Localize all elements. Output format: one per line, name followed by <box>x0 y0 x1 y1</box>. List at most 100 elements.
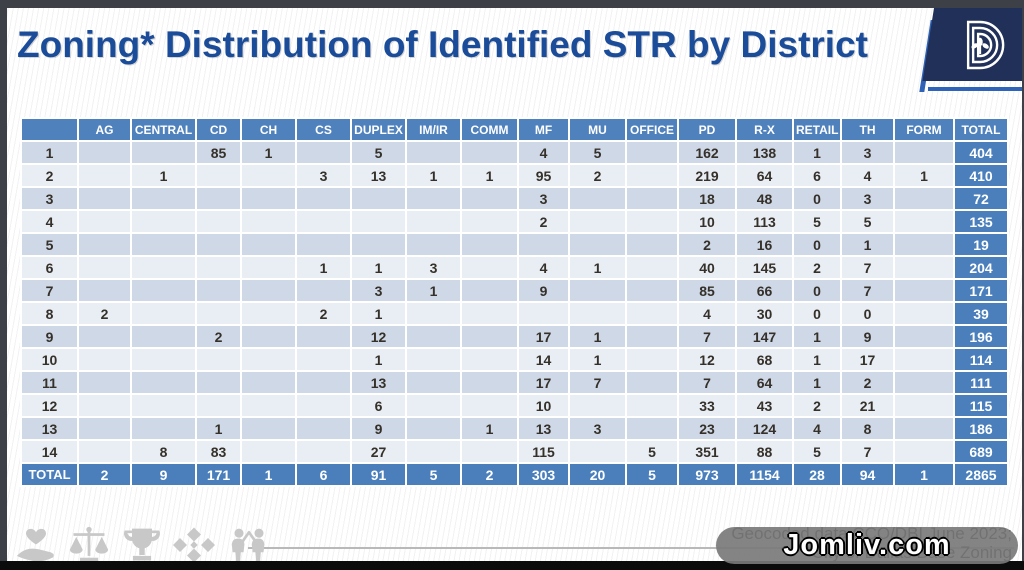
zoning-count-cell <box>195 209 242 234</box>
zoning-count-cell: 5 <box>792 439 842 464</box>
zoning-count-cell: 30 <box>735 301 794 326</box>
zoning-count-cell <box>195 347 242 372</box>
column-header-central: CENTRAL <box>130 117 197 142</box>
zoning-count-cell <box>240 393 297 418</box>
zoning-count-cell <box>568 393 627 418</box>
district-label: 8 <box>20 301 79 326</box>
zoning-count-cell: 9 <box>350 416 407 441</box>
zoning-count-cell <box>295 324 352 349</box>
zoning-count-cell: 17 <box>517 324 570 349</box>
column-total-cell: 2 <box>460 462 519 487</box>
zoning-count-cell: 4 <box>840 163 895 188</box>
zoning-count-cell: 0 <box>792 278 842 303</box>
zoning-count-cell <box>295 209 352 234</box>
zoning-count-cell: 7 <box>840 439 895 464</box>
column-total-cell: 9 <box>130 462 197 487</box>
column-header-mf: MF <box>517 117 570 142</box>
window-edge-bottom <box>0 561 1024 570</box>
column-header-comm: COMM <box>460 117 519 142</box>
zoning-count-cell: 2 <box>295 301 352 326</box>
zoning-count-cell <box>893 278 955 303</box>
zoning-count-cell <box>77 232 132 257</box>
zoning-count-cell <box>77 186 132 211</box>
zoning-count-cell <box>130 324 197 349</box>
column-header-cd: CD <box>195 117 242 142</box>
table-row-district-10: 10 1 14 1 12 68 1 17 114 <box>20 347 1009 372</box>
zoning-count-cell: 7 <box>568 370 627 395</box>
column-header-mu: MU <box>568 117 627 142</box>
zoning-count-cell <box>130 140 197 165</box>
district-label: 10 <box>20 347 79 372</box>
zoning-count-cell: 1 <box>568 324 627 349</box>
zoning-count-cell <box>460 140 519 165</box>
zoning-count-cell <box>625 232 679 257</box>
row-total-cell: 171 <box>953 278 1009 303</box>
zoning-count-cell <box>195 301 242 326</box>
column-total-cell: 973 <box>677 462 737 487</box>
zoning-count-cell: 113 <box>735 209 794 234</box>
zoning-count-cell: 48 <box>735 186 794 211</box>
zoning-count-cell <box>568 278 627 303</box>
zoning-count-cell: 3 <box>568 416 627 441</box>
zoning-count-cell: 1 <box>350 347 407 372</box>
district-label: 2 <box>20 163 79 188</box>
district-label: 5 <box>20 232 79 257</box>
trophy-icon <box>123 528 161 561</box>
zoning-count-cell: 12 <box>350 324 407 349</box>
zoning-count-cell: 1 <box>295 255 352 280</box>
zoning-count-cell <box>517 301 570 326</box>
core-values-icons <box>14 525 274 565</box>
teamwork-icon <box>231 528 265 564</box>
district-label: 11 <box>20 370 79 395</box>
zoning-count-cell: 1 <box>792 140 842 165</box>
zoning-count-cell <box>893 140 955 165</box>
table-row-district-14: 14 8 83 27 115 5 351 88 5 7 689 <box>20 439 1009 464</box>
zoning-count-cell: 0 <box>792 301 842 326</box>
zoning-count-cell: 1 <box>840 232 895 257</box>
zoning-count-cell <box>625 393 679 418</box>
zoning-count-cell: 13 <box>350 370 407 395</box>
zoning-count-cell <box>625 301 679 326</box>
zoning-count-cell <box>350 209 407 234</box>
zoning-count-cell <box>130 255 197 280</box>
table-row-district-8: 8 2 2 1 4 30 0 0 39 <box>20 301 1009 326</box>
zoning-count-cell: 351 <box>677 439 737 464</box>
zoning-count-cell: 4 <box>517 140 570 165</box>
zoning-count-cell <box>460 255 519 280</box>
zoning-count-cell: 1 <box>460 163 519 188</box>
row-total-cell: 39 <box>953 301 1009 326</box>
zoning-count-cell: 10 <box>517 393 570 418</box>
column-total-cell: 20 <box>568 462 627 487</box>
zoning-count-cell <box>405 416 462 441</box>
zoning-count-cell <box>893 439 955 464</box>
column-total-cell: 1 <box>893 462 955 487</box>
zoning-count-cell: 10 <box>677 209 737 234</box>
zoning-count-cell: 1 <box>460 416 519 441</box>
zoning-count-cell: 5 <box>350 140 407 165</box>
zoning-count-cell <box>625 416 679 441</box>
zoning-count-cell <box>130 347 197 372</box>
zoning-count-cell: 219 <box>677 163 737 188</box>
zoning-count-cell: 1 <box>130 163 197 188</box>
zoning-count-cell: 5 <box>792 209 842 234</box>
district-label: 14 <box>20 439 79 464</box>
zoning-count-cell: 13 <box>517 416 570 441</box>
zoning-count-cell <box>405 393 462 418</box>
dallas-d-icon <box>922 8 1024 81</box>
zoning-count-cell: 6 <box>350 393 407 418</box>
zoning-count-cell: 124 <box>735 416 794 441</box>
zoning-count-cell <box>240 416 297 441</box>
column-header-th: TH <box>840 117 895 142</box>
zoning-count-cell: 33 <box>677 393 737 418</box>
zoning-count-cell <box>195 232 242 257</box>
total-row-label: TOTAL <box>20 462 79 487</box>
zoning-count-cell: 0 <box>840 301 895 326</box>
zoning-count-cell <box>625 186 679 211</box>
zoning-count-cell <box>405 209 462 234</box>
zoning-count-cell <box>460 324 519 349</box>
zoning-count-cell: 2 <box>77 301 132 326</box>
zoning-count-cell: 4 <box>677 301 737 326</box>
zoning-count-cell: 3 <box>405 255 462 280</box>
zoning-count-cell: 2 <box>840 370 895 395</box>
